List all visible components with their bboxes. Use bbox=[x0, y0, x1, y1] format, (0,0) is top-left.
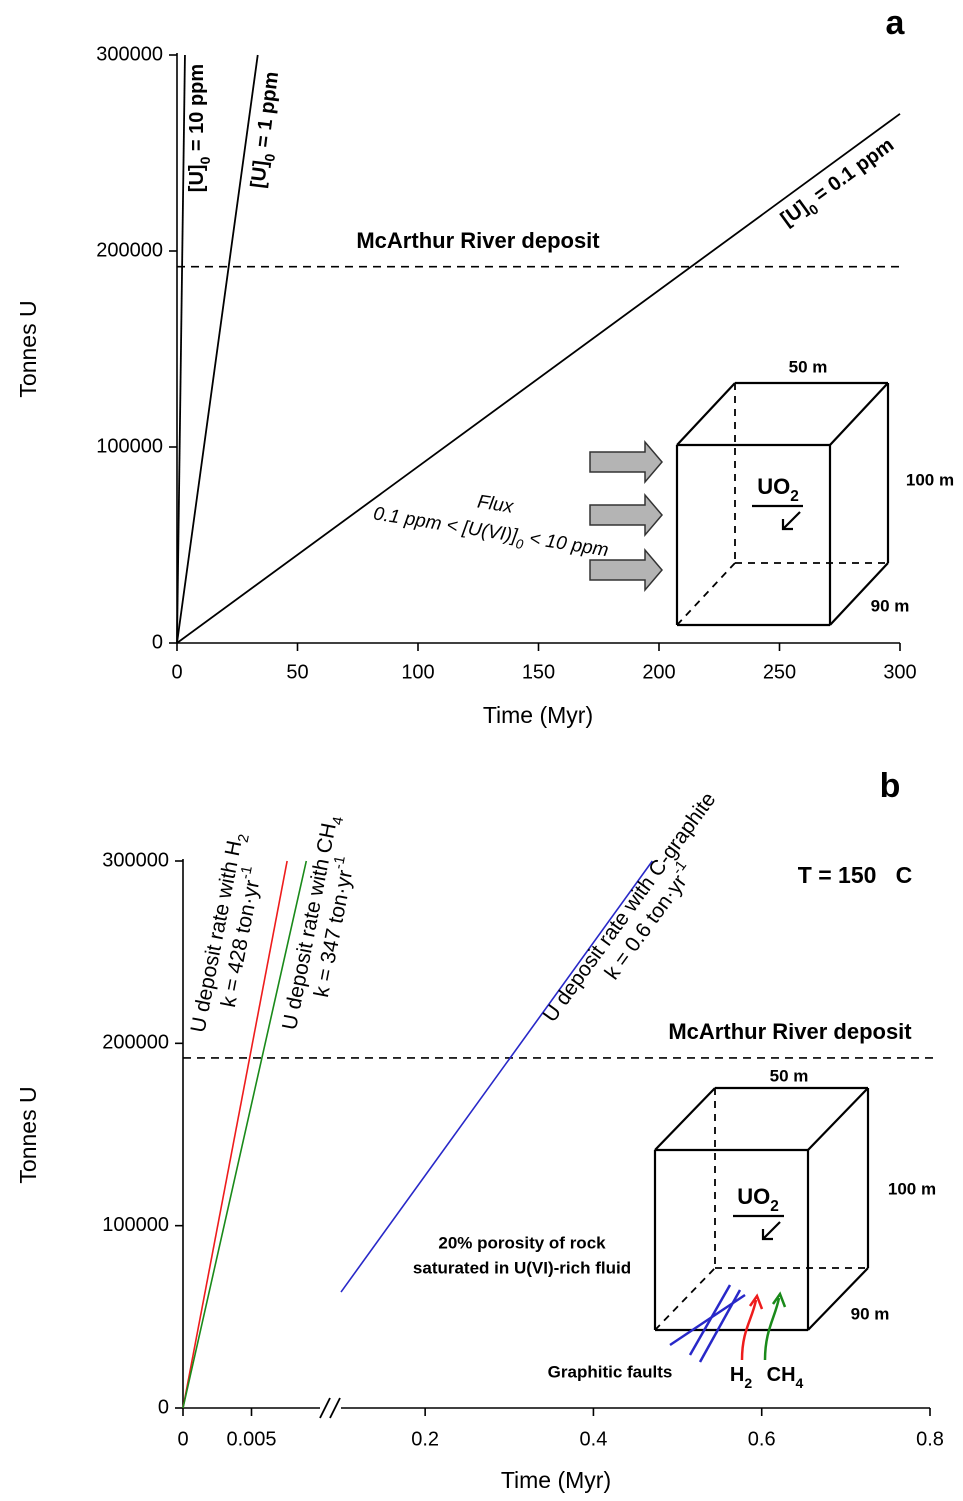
text-run: UO bbox=[757, 474, 790, 499]
x-tick-label: 100 bbox=[401, 661, 434, 683]
text-run: saturated in U(VI)-rich fluid bbox=[413, 1259, 631, 1278]
series-line bbox=[182, 860, 308, 1409]
series-label-line: [U]0 = 0.1 ppm bbox=[777, 134, 901, 234]
superscript: -1 bbox=[238, 865, 256, 881]
x-tick-label: 0.6 bbox=[748, 1428, 776, 1450]
y-axis-title: Tonnes U bbox=[15, 1086, 41, 1183]
porosity-label-line: saturated in U(VI)-rich fluid bbox=[413, 1259, 631, 1278]
subscript: 4 bbox=[330, 815, 347, 826]
gas-label: CH4 bbox=[767, 1364, 804, 1390]
y-tick-label: 0 bbox=[152, 631, 163, 653]
text-run: = 1 ppm bbox=[252, 70, 284, 154]
text-run: [U] bbox=[186, 164, 208, 192]
subscript: 2 bbox=[744, 1375, 752, 1391]
text-run: CH bbox=[767, 1364, 796, 1386]
text-run: < 10 ppm bbox=[523, 527, 610, 561]
y-tick-label: 100000 bbox=[102, 1214, 169, 1236]
porosity-label-line: 20% porosity of rock bbox=[438, 1234, 606, 1253]
y-axis-title: Tonnes U bbox=[15, 300, 41, 397]
mineral-label-line: UO2 bbox=[757, 474, 799, 505]
subscript: 2 bbox=[790, 488, 799, 505]
dimension-label: 90 m bbox=[851, 1304, 890, 1323]
series-line bbox=[340, 860, 653, 1293]
mineral-label-line: UO2 bbox=[737, 1184, 779, 1215]
text-run: 20% porosity of rock bbox=[438, 1234, 606, 1253]
dimension-label: 90 m bbox=[871, 596, 910, 615]
flux-arrows bbox=[589, 439, 663, 593]
dimension-label: 100 m bbox=[906, 470, 954, 489]
series-label: [U]0 = 0.1 ppm bbox=[777, 134, 901, 234]
gas-label-line: H2 bbox=[730, 1364, 752, 1390]
series-line bbox=[182, 860, 288, 1409]
x-tick-label: 200 bbox=[642, 661, 675, 683]
porosity-label: 20% porosity of rock saturated in U(VI)-r… bbox=[413, 1234, 631, 1278]
dimension-label: 100 m bbox=[888, 1179, 936, 1198]
panel-label: a bbox=[886, 4, 906, 42]
x-axis-title: Time (Myr) bbox=[483, 702, 593, 728]
gas-arrows bbox=[740, 1291, 787, 1361]
x-tick-label: 150 bbox=[522, 661, 555, 683]
x-tick-label: 0.2 bbox=[411, 1428, 439, 1450]
x-tick-label: 0.005 bbox=[226, 1428, 276, 1450]
text-run: [U] bbox=[777, 197, 812, 231]
flux-label-line: Flux bbox=[476, 492, 516, 519]
subscript: 2 bbox=[235, 833, 252, 844]
graphitic-faults bbox=[669, 1284, 746, 1363]
subscript: 2 bbox=[770, 1198, 779, 1215]
faults-label: Graphitic faults bbox=[548, 1362, 673, 1381]
x-tick-label: 0 bbox=[177, 1428, 188, 1450]
mineral-label: UO2 bbox=[737, 1184, 779, 1215]
x-tick-label: 50 bbox=[286, 661, 308, 683]
series-line bbox=[176, 54, 186, 644]
text-run: UO bbox=[737, 1184, 770, 1209]
x-tick-label: 300 bbox=[883, 661, 916, 683]
cube-b bbox=[653, 1086, 870, 1332]
dimension-label: 50 m bbox=[789, 357, 828, 376]
dimension-label: 50 m bbox=[770, 1066, 809, 1085]
x-tick-label: 0.8 bbox=[916, 1428, 944, 1450]
series-label: [U]0 = 10 ppm bbox=[186, 64, 212, 192]
y-tick-label: 100000 bbox=[96, 435, 163, 457]
text-run: Flux bbox=[476, 492, 516, 519]
cube-a bbox=[675, 381, 890, 627]
y-tick-label: 0 bbox=[158, 1396, 169, 1418]
reference-label: McArthur River deposit bbox=[356, 228, 600, 253]
series-label-line: [U]0 = 10 ppm bbox=[186, 64, 212, 192]
series-line bbox=[176, 113, 901, 644]
x-tick-label: 250 bbox=[763, 661, 796, 683]
series-label-line: U deposit rate with C-graphite bbox=[538, 788, 720, 1026]
temperature-label: T = 150 C bbox=[798, 862, 912, 888]
reference-label: McArthur River deposit bbox=[668, 1019, 912, 1044]
mineral-label: UO2 bbox=[757, 474, 799, 505]
y-tick-label: 200000 bbox=[96, 239, 163, 261]
gas-label: H2 bbox=[730, 1364, 752, 1390]
y-tick-label: 300000 bbox=[102, 849, 169, 871]
y-tick-label: 200000 bbox=[102, 1032, 169, 1054]
subscript: 0 bbox=[515, 536, 525, 552]
text-run: H bbox=[730, 1364, 744, 1386]
series-line bbox=[176, 54, 259, 644]
gas-label-line: CH4 bbox=[767, 1364, 804, 1390]
x-tick-label: 0.4 bbox=[580, 1428, 608, 1450]
subscript: 0 bbox=[261, 153, 278, 163]
subscript: 0 bbox=[197, 156, 213, 164]
axis-break bbox=[319, 1397, 341, 1419]
text-run: [U] bbox=[247, 159, 272, 189]
y-tick-label: 300000 bbox=[96, 43, 163, 65]
superscript: -1 bbox=[331, 855, 349, 871]
text-run: = 10 ppm bbox=[186, 64, 208, 157]
panel-label: b bbox=[880, 767, 901, 805]
x-tick-label: 0 bbox=[171, 661, 182, 683]
text-run: U deposit rate with C-graphite bbox=[538, 788, 720, 1026]
subscript: 4 bbox=[796, 1375, 804, 1391]
x-axis-title: Time (Myr) bbox=[501, 1467, 611, 1493]
